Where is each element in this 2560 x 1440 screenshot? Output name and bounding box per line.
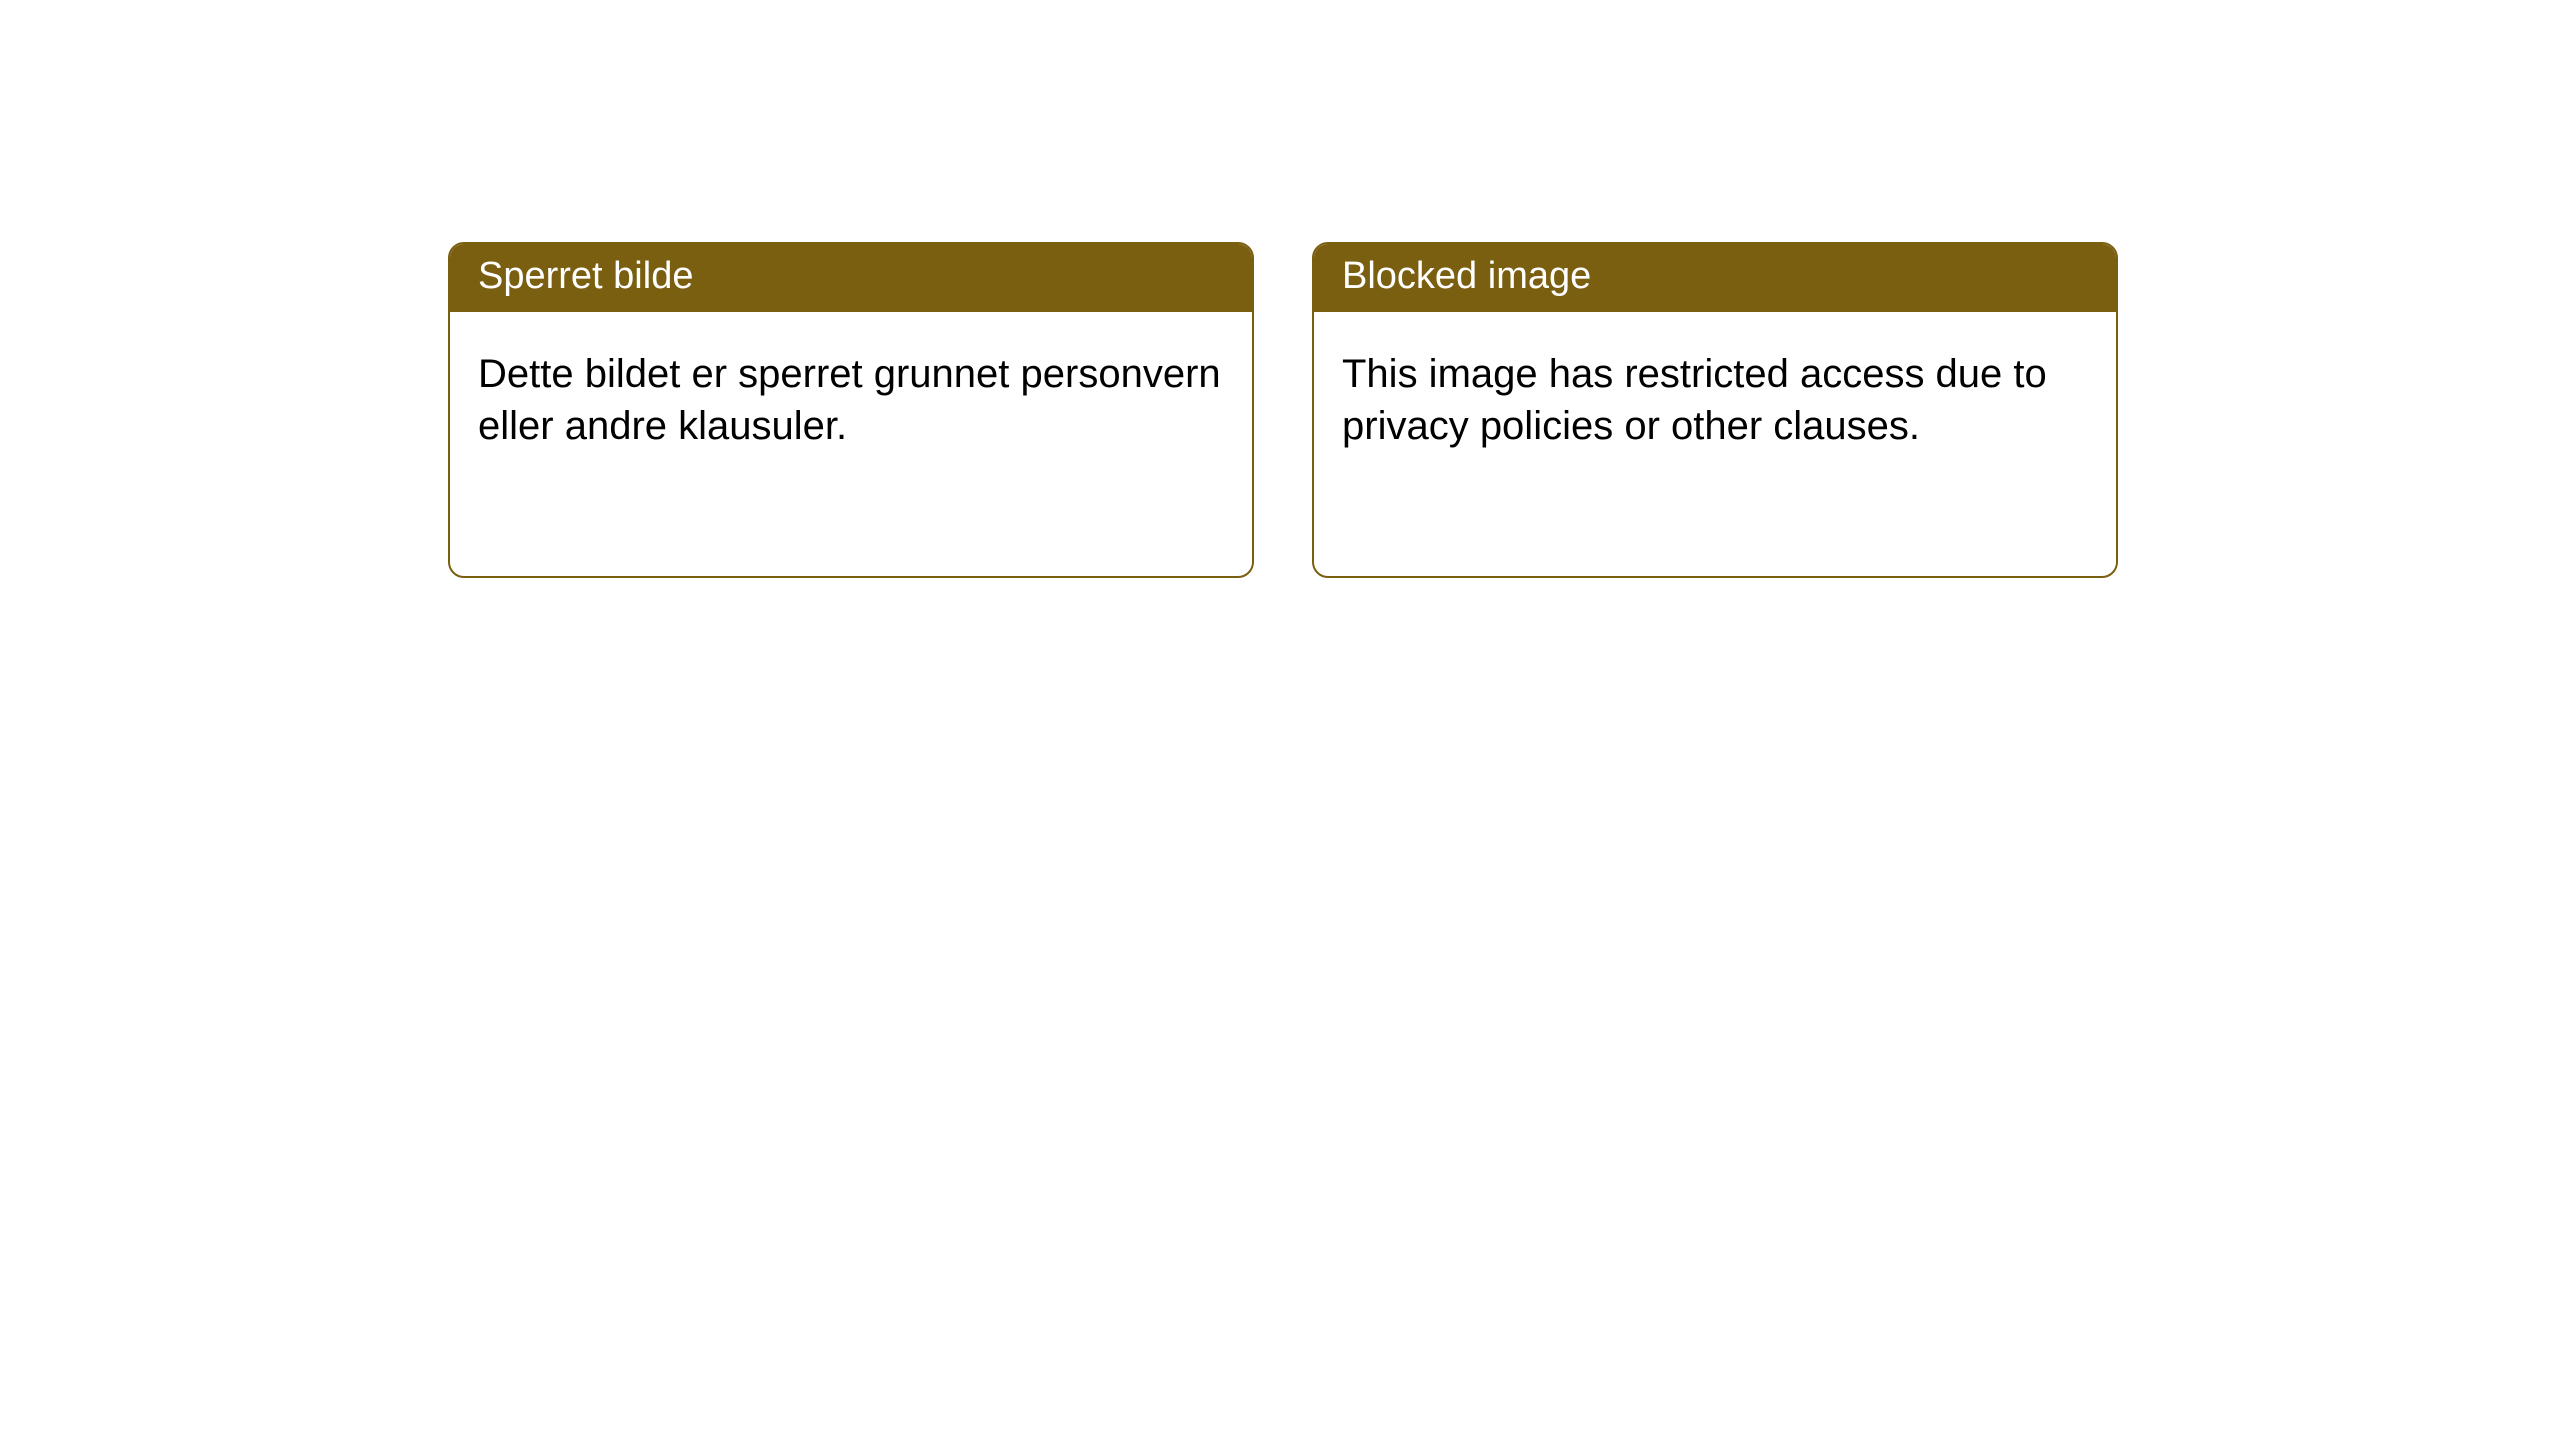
blocked-image-card-en: Blocked image This image has restricted … — [1312, 242, 2118, 578]
blocked-image-card-no: Sperret bilde Dette bildet er sperret gr… — [448, 242, 1254, 578]
card-header-no: Sperret bilde — [450, 244, 1252, 312]
card-body-en: This image has restricted access due to … — [1314, 312, 2116, 452]
notice-container: Sperret bilde Dette bildet er sperret gr… — [0, 0, 2560, 578]
card-header-en: Blocked image — [1314, 244, 2116, 312]
card-body-no: Dette bildet er sperret grunnet personve… — [450, 312, 1252, 452]
